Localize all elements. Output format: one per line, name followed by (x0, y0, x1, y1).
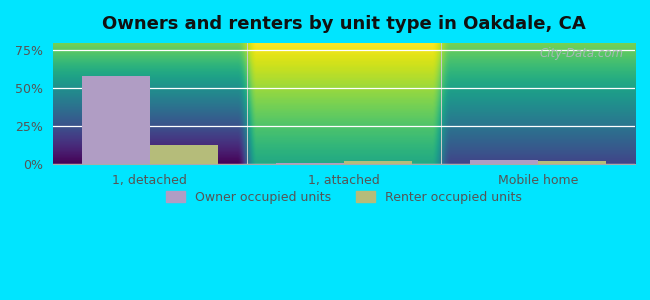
Text: City-Data.com: City-Data.com (540, 46, 623, 59)
Bar (82, 76, 150, 164)
Bar (276, 163, 344, 164)
Bar (344, 161, 412, 164)
Bar (470, 160, 538, 164)
Bar (150, 145, 218, 164)
Title: Owners and renters by unit type in Oakdale, CA: Owners and renters by unit type in Oakda… (102, 15, 586, 33)
Legend: Owner occupied units, Renter occupied units: Owner occupied units, Renter occupied un… (161, 186, 526, 209)
Bar (538, 161, 606, 164)
